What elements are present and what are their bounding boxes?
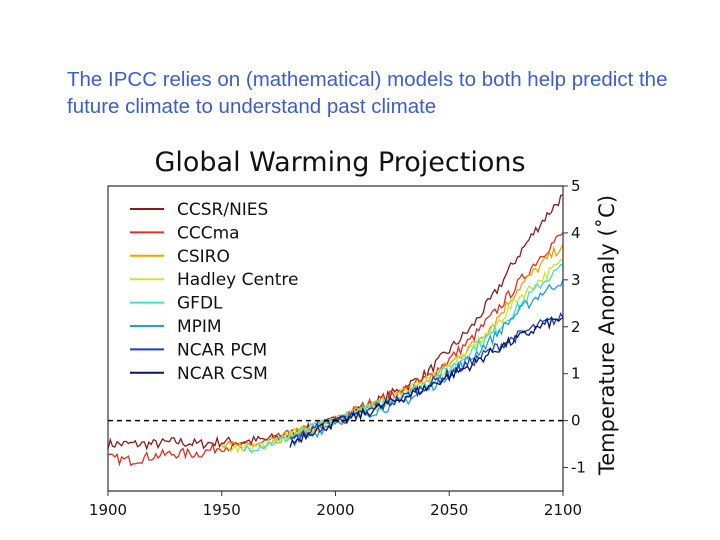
axes: 1900 1950 2000 2050 2100 -1 0 1 2 3 4 5 (89, 177, 586, 519)
legend-label: CCCma (177, 223, 240, 243)
y-tick-label: 1 (571, 365, 581, 383)
y-tick-label: 3 (571, 271, 581, 289)
y-tick-label: 0 (571, 412, 581, 430)
series-line-mpim (289, 279, 564, 447)
legend-label: CSIRO (177, 247, 230, 267)
legend-label: GFDL (177, 294, 223, 314)
slide-text: The IPCC relies on (mathematical) models… (67, 68, 668, 118)
legend-label: NCAR PCM (177, 340, 267, 360)
chart-title: Global Warming Projections (154, 147, 525, 178)
x-tick-label: 2000 (316, 501, 354, 519)
y-tick-label: 2 (571, 318, 581, 336)
legend: CCSR/NIES CCCma CSIRO Hadley Centre GFDL MPIM… (130, 200, 298, 384)
y-axis-label: Temperature Anomaly (˚C) (595, 195, 619, 476)
x-tick-label: 1950 (203, 501, 241, 519)
series-line-ncar-csm (289, 316, 564, 448)
series-line-cccma (107, 232, 564, 467)
legend-label: Hadley Centre (177, 270, 298, 290)
legend-label: NCAR CSM (177, 364, 268, 384)
legend-label: CCSR/NIES (177, 200, 268, 220)
x-tick-label: 2100 (544, 501, 582, 519)
y-tick-label: 5 (571, 177, 581, 195)
y-tick-label: -1 (571, 459, 586, 477)
y-tick-label: 4 (571, 224, 581, 242)
legend-label: MPIM (177, 317, 222, 337)
x-tick-label: 1900 (89, 501, 127, 519)
x-tick-label: 2050 (430, 501, 468, 519)
series-line-gfdl (243, 263, 564, 454)
series-lines (107, 194, 564, 467)
